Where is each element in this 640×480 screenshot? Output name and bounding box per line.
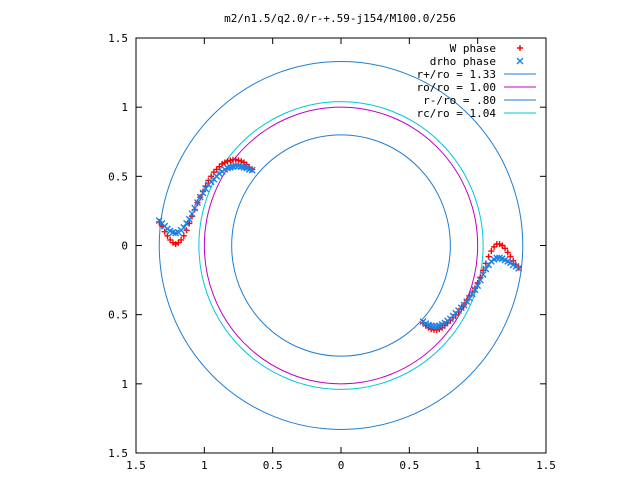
series-1-point-57: [479, 271, 487, 279]
legend-label-3: ro/ro = 1.00: [417, 81, 496, 94]
data-series: [155, 156, 523, 333]
series-1-point-11: [185, 215, 193, 223]
x-tick-label-5: 1: [474, 459, 481, 472]
x-tick-label-0: 1.5: [126, 459, 146, 472]
y-tick-label-3: 0: [121, 240, 128, 253]
x-tick-label-4: 0.5: [399, 459, 419, 472]
legend-label-1: drho phase: [430, 55, 496, 68]
legend-label-4: r-/ro = .80: [423, 94, 496, 107]
series-0-point-64: [499, 242, 506, 249]
legend-label-0: W phase: [450, 42, 496, 55]
reference-circles: [158, 61, 524, 430]
legend-swatch-0: [517, 45, 523, 51]
series-1-point-16: [199, 189, 207, 197]
series-0-point-66: [504, 249, 511, 256]
x-tick-label-2: 0.5: [263, 459, 283, 472]
legend-label-2: r+/ro = 1.33: [417, 68, 496, 81]
series-1-point-54: [471, 286, 479, 294]
series-0-point-4: [167, 236, 174, 243]
series-1-point-53: [468, 290, 476, 298]
series-1-point-34: [248, 166, 256, 174]
circle-3: [198, 101, 484, 390]
series-1-point-56: [476, 276, 484, 284]
series-0-point-60: [488, 248, 495, 255]
series-1-point-9: [180, 224, 188, 232]
circle-2: [231, 134, 451, 357]
series-1-point-15: [196, 193, 204, 201]
x-tick-label-3: 0: [338, 459, 345, 472]
series-1-point-70: [515, 264, 523, 272]
series-1-point-28: [232, 162, 240, 170]
series-1-point-12: [188, 210, 196, 218]
series-1-point-17: [202, 185, 210, 193]
legend-swatch-1: [516, 57, 524, 65]
series-1: [155, 162, 523, 330]
chart-title: m2/n1.5/q2.0/r-+.59-j154/M100.0/256: [224, 12, 456, 25]
series-1-point-55: [474, 282, 482, 290]
series-0-point-65: [502, 245, 508, 252]
series-1-point-58: [482, 265, 490, 273]
circle-0: [158, 61, 524, 430]
series-1-point-62: [493, 254, 501, 262]
circle-1: [203, 106, 479, 385]
x-tick-label-1: 1: [201, 459, 208, 472]
series-0-point-7: [175, 239, 182, 246]
x-tick-label-6: 1.5: [536, 459, 556, 472]
series-0: [156, 156, 522, 333]
y-tick-label-4: 0.5: [108, 309, 128, 322]
axis-ticks: 1.5 1 0.5 0 0.5 1 1.51.510.500.511.5: [108, 32, 556, 472]
series-0-point-8: [178, 236, 185, 243]
series-1-point-39: [430, 322, 438, 330]
series-1-point-10: [183, 219, 191, 227]
y-tick-label-5: 1: [121, 378, 128, 391]
series-1-point-52: [465, 294, 473, 302]
series-0-point-61: [491, 243, 498, 250]
y-tick-label-1: 1: [121, 101, 128, 114]
legend-label-5: rc/ro = 1.04: [417, 107, 497, 120]
y-tick-label-2: 0.5: [108, 170, 128, 183]
series-0-point-9: [180, 232, 187, 239]
series-1-point-13: [191, 204, 199, 212]
series-1-point-14: [194, 199, 201, 207]
y-tick-label-6: 1.5: [108, 447, 128, 460]
y-tick-label-0: 1.5: [108, 32, 128, 45]
